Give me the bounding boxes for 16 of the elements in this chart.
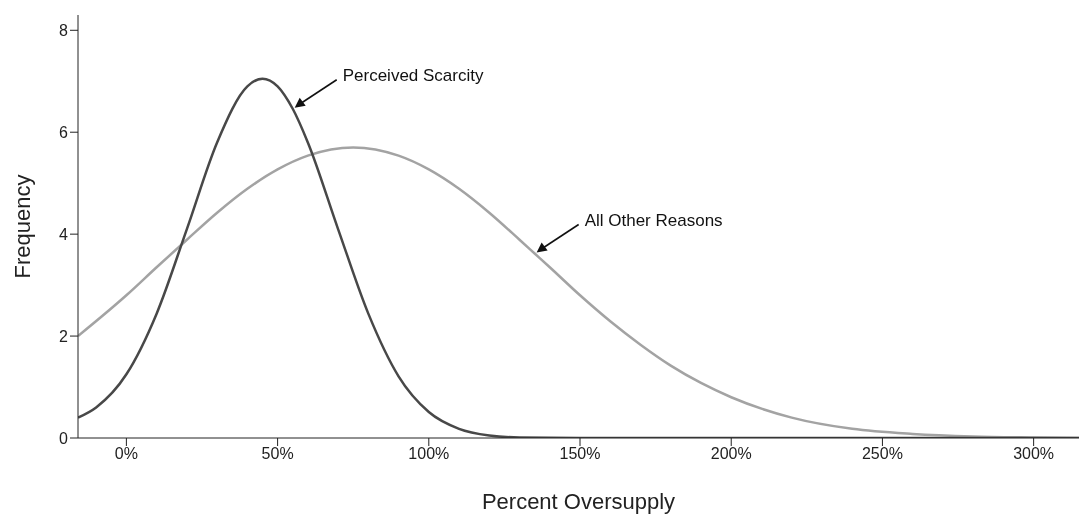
x-tick-label: 200% bbox=[710, 445, 752, 463]
x-tick-label: 100% bbox=[408, 445, 450, 463]
annotation: Perceived Scarcity bbox=[342, 65, 484, 85]
x-tick-label: 0% bbox=[114, 445, 138, 463]
x-tick-label: 50% bbox=[261, 445, 294, 463]
y-tick-label: 6 bbox=[59, 123, 69, 141]
x-tick-label: 300% bbox=[1013, 445, 1055, 463]
x-tick-label: 250% bbox=[861, 445, 903, 463]
x-axis-title: Percent Oversupply bbox=[481, 489, 676, 514]
y-axis-title: Frequency bbox=[9, 174, 35, 279]
annotation: All Other Reasons bbox=[584, 210, 723, 230]
y-tick-label: 0 bbox=[59, 429, 69, 447]
y-tick-label: 2 bbox=[59, 327, 69, 345]
x-tick-label: 150% bbox=[559, 445, 601, 463]
y-tick-label: 8 bbox=[59, 21, 69, 39]
y-tick-label: 4 bbox=[59, 225, 69, 243]
